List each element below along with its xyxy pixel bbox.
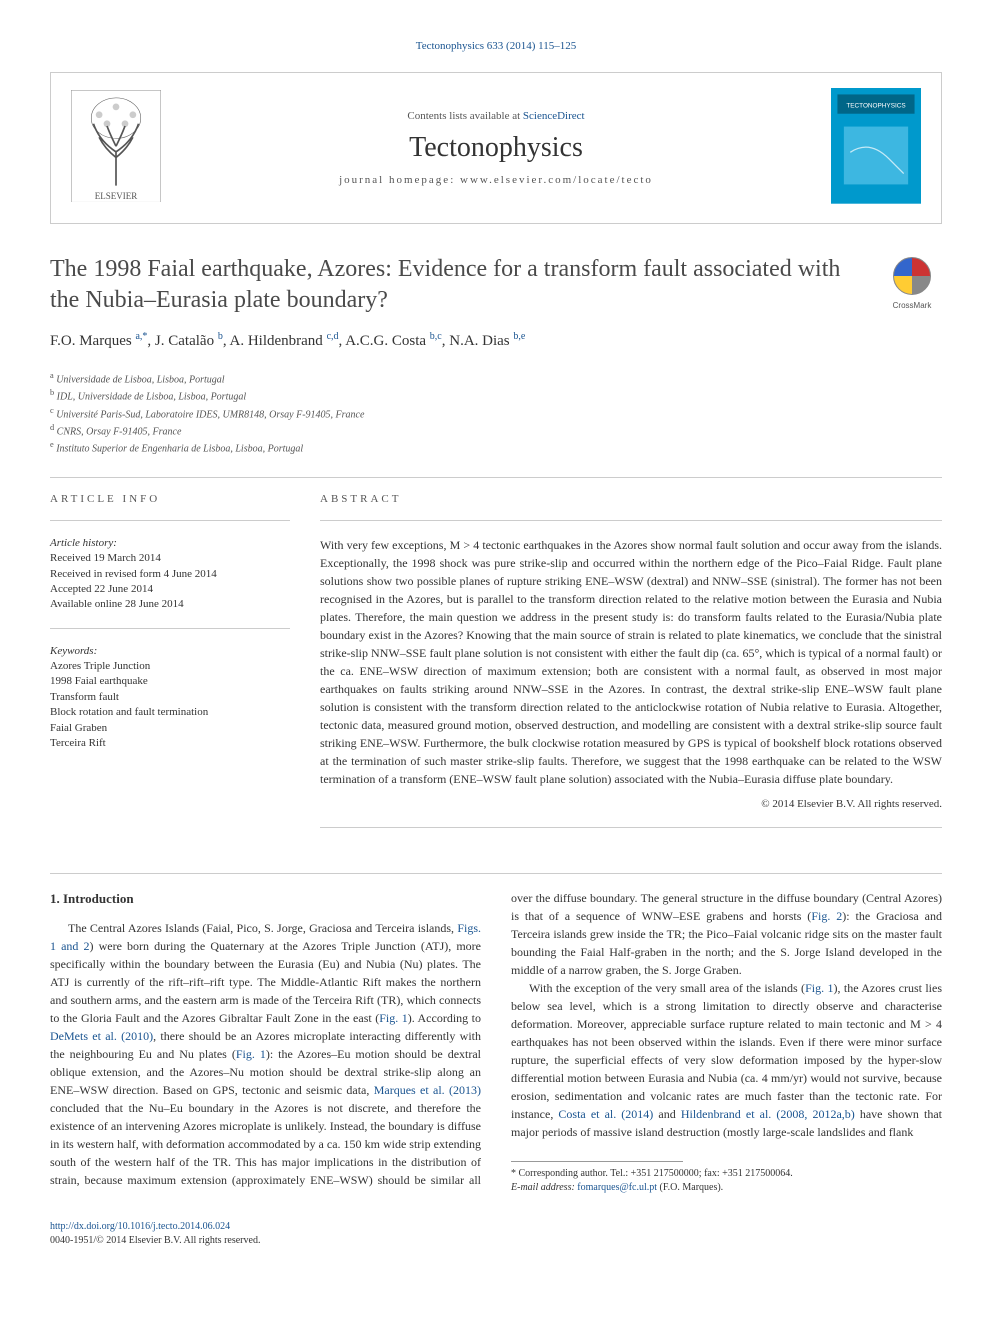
keyword-3: Transform fault: [50, 690, 290, 705]
author-list: F.O. Marques a,*, J. Catalão b, A. Hilde…: [50, 331, 862, 350]
svg-text:ELSEVIER: ELSEVIER: [95, 191, 138, 201]
hildenbrand-link[interactable]: Hildenbrand et al. (2008, 2012a,b): [681, 1107, 855, 1121]
marques-2013-link[interactable]: Marques et al. (2013): [374, 1083, 481, 1097]
history-accepted: Accepted 22 June 2014: [50, 582, 290, 597]
tree-icon: ELSEVIER: [71, 90, 161, 203]
history-online: Available online 28 June 2014: [50, 597, 290, 612]
cover-icon: TECTONOPHYSICS: [831, 88, 921, 204]
history-received: Received 19 March 2014: [50, 551, 290, 566]
article-info-heading: ARTICLE INFO: [50, 493, 290, 505]
divider: [50, 477, 942, 478]
article-info: ARTICLE INFO Article history: Received 1…: [50, 493, 290, 844]
keyword-6: Terceira Rift: [50, 736, 290, 751]
author-1: F.O. Marques: [50, 333, 135, 349]
demets-2010-link[interactable]: DeMets et al. (2010): [50, 1029, 153, 1043]
fig-1-link[interactable]: Fig. 1: [379, 1011, 408, 1025]
affiliation-c: Université Paris-Sud, Laboratoire IDES, …: [56, 409, 364, 420]
keywords-heading: Keywords:: [50, 644, 290, 659]
running-head-link[interactable]: Tectonophysics 633 (2014) 115–125: [416, 40, 576, 52]
fig-1-link-b[interactable]: Fig. 1: [236, 1047, 266, 1061]
abstract-text: With very few exceptions, M > 4 tectonic…: [320, 536, 942, 788]
sciencedirect-link[interactable]: ScienceDirect: [523, 110, 585, 122]
aff-link-bc[interactable]: b,c: [430, 331, 442, 342]
page-footer: http://dx.doi.org/10.1016/j.tecto.2014.0…: [50, 1220, 942, 1248]
aff-link-cd[interactable]: c,d: [327, 331, 339, 342]
abstract-heading: ABSTRACT: [320, 493, 942, 505]
journal-homepage: journal homepage: www.elsevier.com/locat…: [181, 174, 811, 186]
doi-link[interactable]: http://dx.doi.org/10.1016/j.tecto.2014.0…: [50, 1221, 230, 1232]
author-3: , A. Hildenbrand: [223, 333, 327, 349]
crossmark-badge[interactable]: CrossMark: [882, 254, 942, 318]
svg-text:CrossMark: CrossMark: [893, 301, 933, 310]
keyword-1: Azores Triple Junction: [50, 659, 290, 674]
affiliation-a: Universidade de Lisboa, Lisboa, Portugal: [56, 374, 224, 385]
keyword-2: 1998 Faial earthquake: [50, 674, 290, 689]
history-heading: Article history:: [50, 536, 290, 551]
corr-line: * Corresponding author. Tel.: +351 21750…: [511, 1167, 942, 1181]
journal-title: Tectonophysics: [181, 132, 811, 164]
body-text: 1. Introduction The Central Azores Islan…: [50, 889, 942, 1195]
fig-1-link-c[interactable]: Fig. 1: [805, 981, 833, 995]
history-revised: Received in revised form 4 June 2014: [50, 567, 290, 582]
svg-text:TECTONOPHYSICS: TECTONOPHYSICS: [846, 102, 905, 109]
affiliation-d: CNRS, Orsay F-91405, France: [57, 426, 182, 437]
section-heading: 1. Introduction: [50, 889, 481, 909]
keyword-5: Faial Graben: [50, 721, 290, 736]
footnote-divider: [511, 1161, 683, 1162]
costa-2014-link[interactable]: Costa et al. (2014): [558, 1107, 653, 1121]
aff-link-be[interactable]: b,e: [513, 331, 525, 342]
issn-line: 0040-1951/© 2014 Elsevier B.V. All right…: [50, 1234, 942, 1248]
affiliation-e: Instituto Superior de Engenharia de Lisb…: [56, 444, 303, 455]
crossmark-icon: CrossMark: [882, 254, 942, 314]
article-title: The 1998 Faial earthquake, Azores: Evide…: [50, 254, 862, 316]
affiliation-b: IDL, Universidade de Lisboa, Lisboa, Por…: [57, 392, 246, 403]
elsevier-logo: ELSEVIER: [71, 90, 161, 207]
journal-header: ELSEVIER Contents lists available at Sci…: [50, 72, 942, 224]
author-5: , N.A. Dias: [442, 333, 514, 349]
email-suffix: (F.O. Marques).: [657, 1182, 723, 1193]
intro-p2: With the exception of the very small are…: [511, 979, 942, 1141]
contents-prefix: Contents lists available at: [407, 110, 522, 122]
abstract: ABSTRACT With very few exceptions, M > 4…: [320, 493, 942, 844]
contents-line: Contents lists available at ScienceDirec…: [181, 110, 811, 122]
fig-2-link[interactable]: Fig. 2: [811, 909, 842, 923]
keyword-4: Block rotation and fault termination: [50, 705, 290, 720]
running-head: Tectonophysics 633 (2014) 115–125: [50, 40, 942, 52]
journal-cover: TECTONOPHYSICS: [831, 88, 921, 208]
author-4: , A.C.G. Costa: [339, 333, 430, 349]
email-label: E-mail address:: [511, 1182, 577, 1193]
corr-email-link[interactable]: fomarques@fc.ul.pt: [577, 1182, 657, 1193]
affiliations: a Universidade de Lisboa, Lisboa, Portug…: [50, 370, 942, 457]
corresponding-author: * Corresponding author. Tel.: +351 21750…: [511, 1167, 942, 1195]
author-2: , J. Catalão: [147, 333, 217, 349]
abstract-copyright: © 2014 Elsevier B.V. All rights reserved…: [320, 796, 942, 813]
